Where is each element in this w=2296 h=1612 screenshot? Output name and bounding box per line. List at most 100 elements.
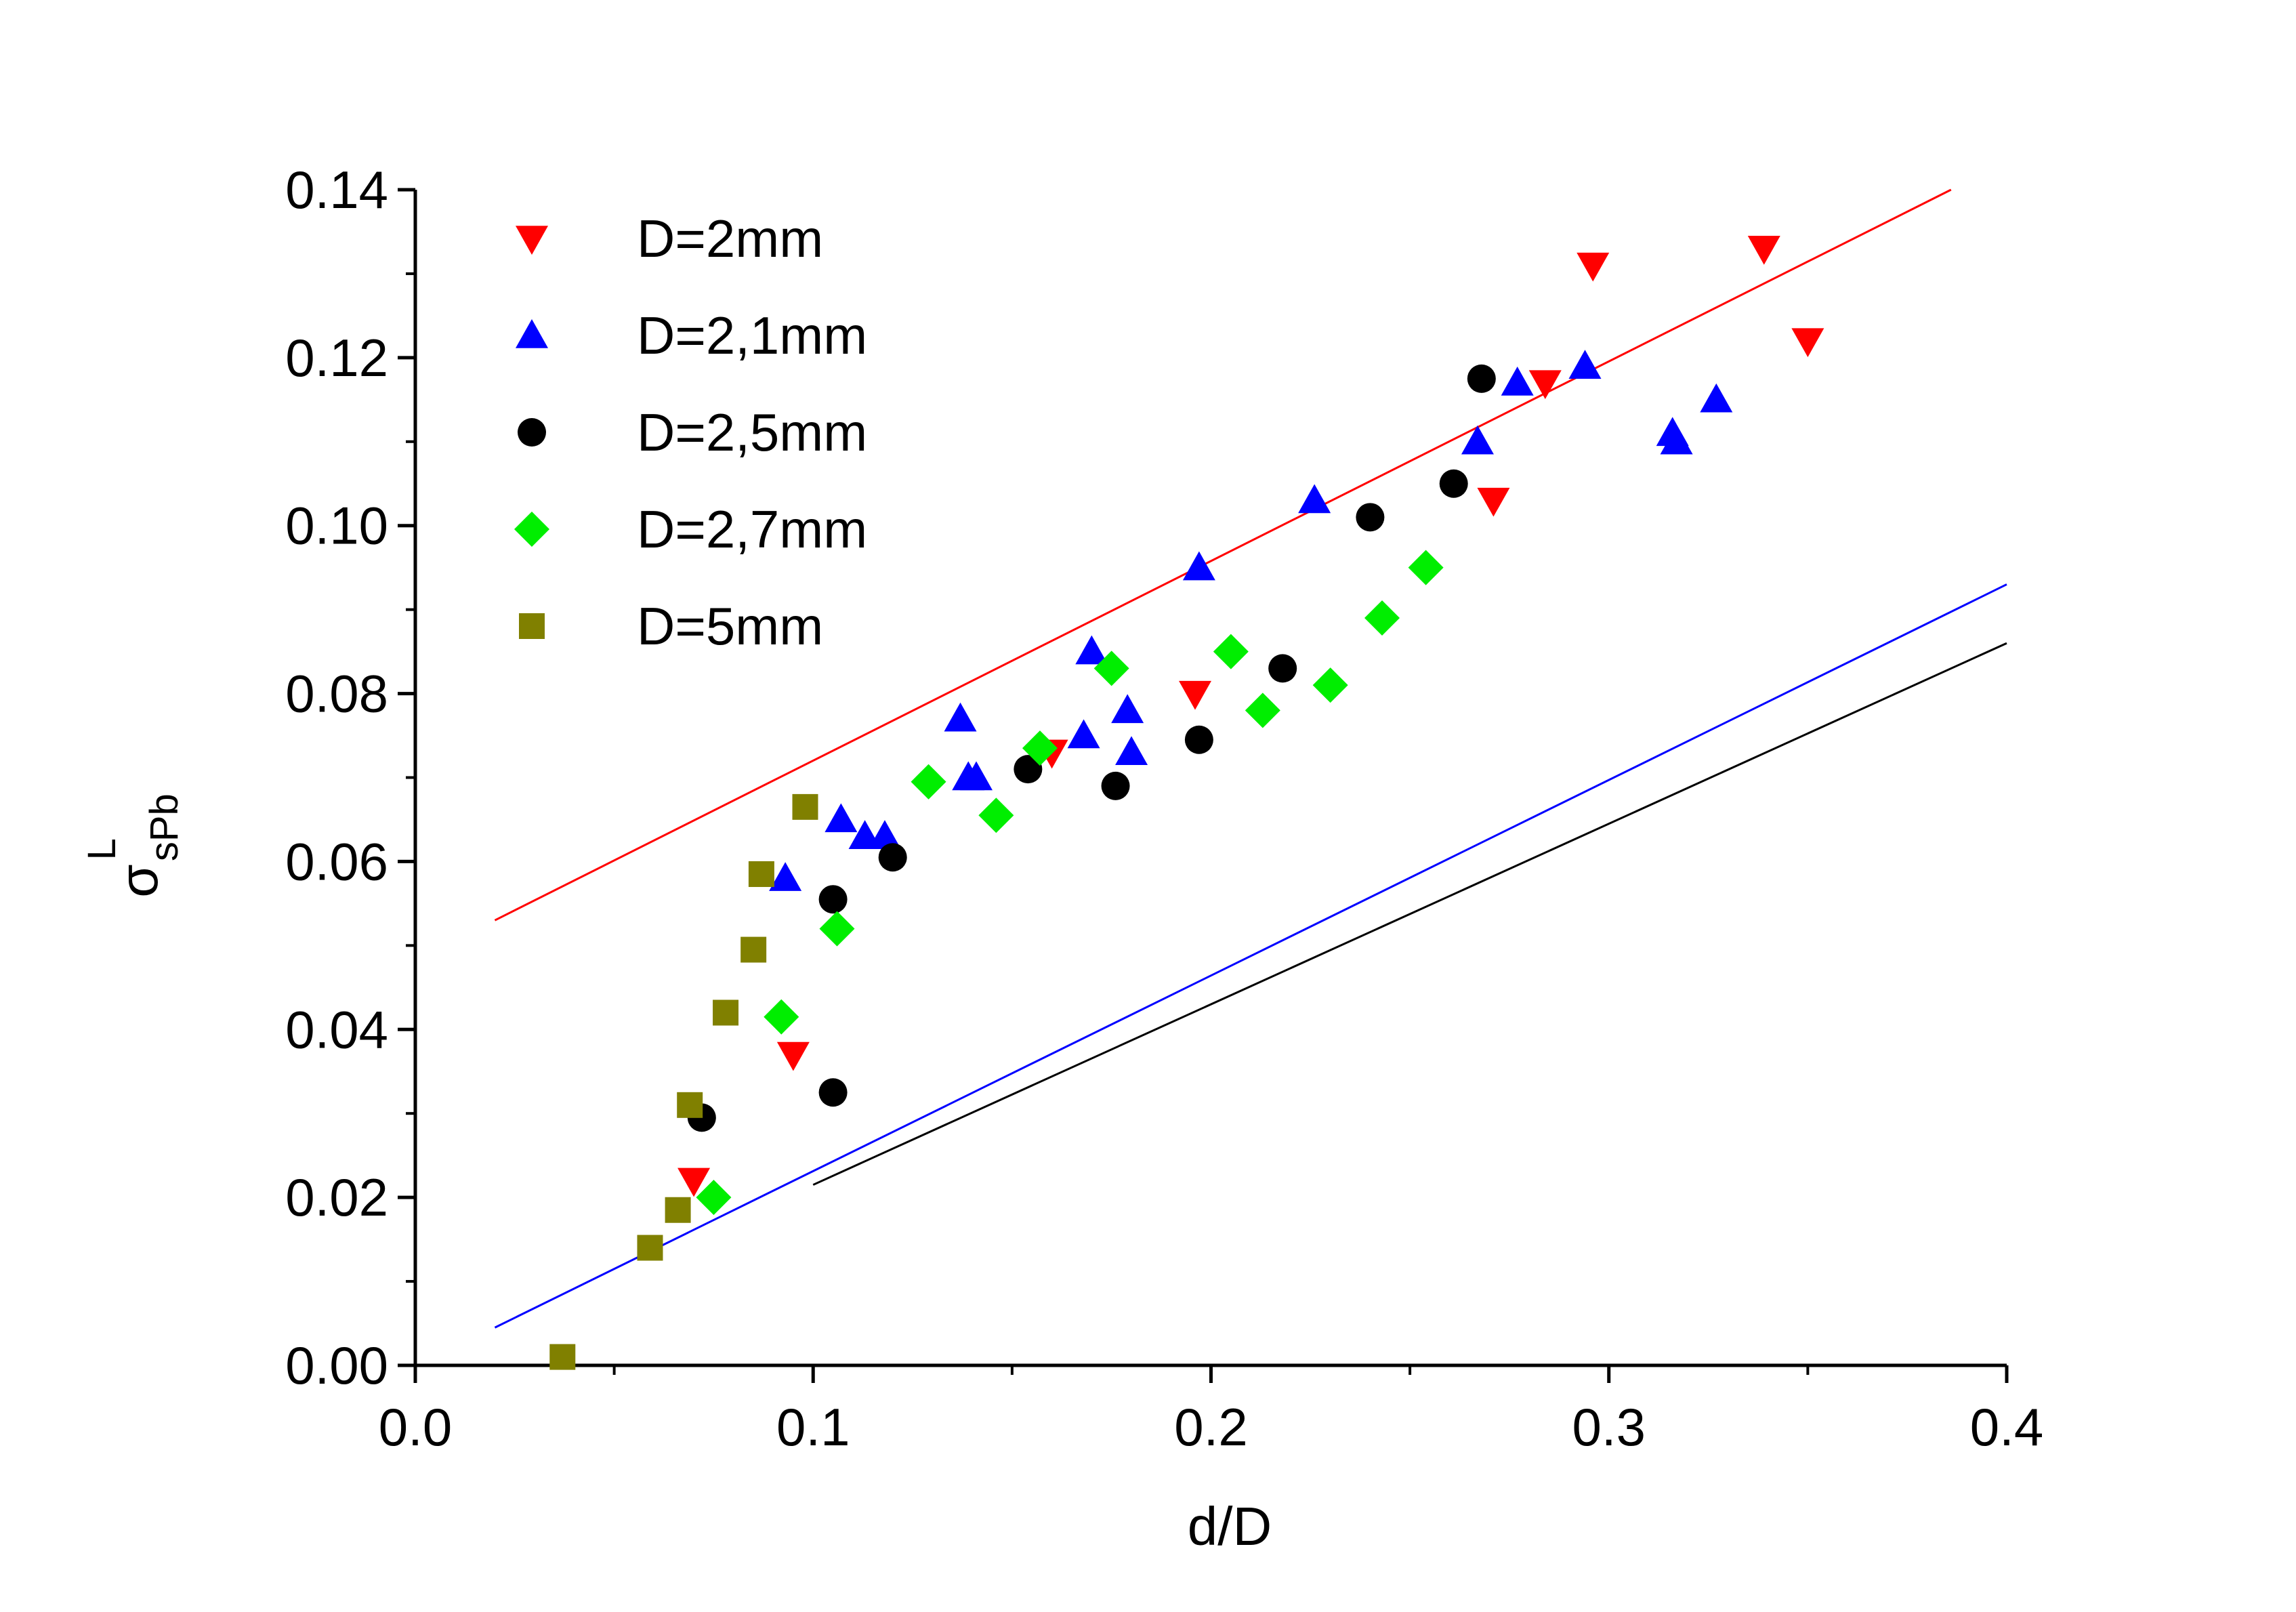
diamond-data-point bbox=[1093, 650, 1129, 686]
triangle-up-data-point bbox=[1111, 694, 1144, 724]
diamond-data-point bbox=[978, 798, 1014, 833]
legend-item: D=2,1mm bbox=[516, 306, 867, 365]
axes: 0.00 0.02 0.04 0.06 0.08 0.10 0.12 0.14 0.0 0.1 0.… bbox=[285, 160, 2043, 1457]
data-markers bbox=[549, 236, 1824, 1370]
series-diamond bbox=[696, 550, 1444, 1216]
triangle-up-data-point bbox=[1568, 350, 1602, 379]
y-tick-label: 0.14 bbox=[285, 160, 388, 220]
diamond-data-point bbox=[819, 911, 855, 947]
diamond-data-point bbox=[1312, 667, 1348, 703]
legend-label: D=2,5mm bbox=[637, 402, 867, 462]
diamond-data-point bbox=[1213, 634, 1249, 669]
legend-label: D=2,7mm bbox=[637, 499, 867, 559]
circle-data-point bbox=[1439, 469, 1468, 498]
red-fit-line bbox=[494, 188, 1952, 922]
y-axis-title-base: σ bbox=[108, 864, 169, 897]
circle-data-point bbox=[1014, 755, 1043, 784]
diamond-data-point bbox=[1022, 730, 1058, 766]
y-tick-label: 0.12 bbox=[285, 328, 388, 388]
y-axis-title: σL sPb bbox=[80, 793, 186, 898]
square-data-point bbox=[740, 936, 767, 963]
triangle-up-data-point bbox=[1115, 736, 1148, 766]
y-tick-label: 0.00 bbox=[285, 1336, 388, 1395]
triangle-up-data-point bbox=[1075, 635, 1108, 665]
triangle-up-data-point bbox=[1660, 425, 1693, 455]
triangle-up-data-point bbox=[960, 761, 993, 791]
legend-label: D=2,1mm bbox=[637, 306, 867, 365]
triangle-down-data-point bbox=[1179, 680, 1212, 710]
legend-diamond-marker bbox=[514, 512, 549, 547]
square-data-point bbox=[549, 1344, 576, 1370]
circle-data-point bbox=[818, 1078, 848, 1107]
triangle-up-data-point bbox=[1182, 551, 1215, 581]
triangle-down-data-point bbox=[1528, 370, 1562, 400]
triangle-up-data-point bbox=[1067, 719, 1100, 749]
legend-item: D=5mm bbox=[519, 596, 823, 656]
y-tick-label: 0.04 bbox=[285, 999, 388, 1059]
circle-data-point bbox=[1467, 364, 1496, 393]
legend-item: D=2mm bbox=[516, 209, 823, 268]
blue-fit-line bbox=[494, 583, 2007, 1329]
legend-label: D=5mm bbox=[637, 596, 823, 656]
triangle-up-data-point bbox=[944, 702, 977, 732]
x-tick-label: 0.2 bbox=[1174, 1397, 1247, 1457]
legend-item: D=2,7mm bbox=[514, 499, 867, 559]
circle-data-point bbox=[818, 885, 848, 914]
triangle-up-data-point bbox=[825, 803, 858, 833]
triangle-down-data-point bbox=[1477, 487, 1510, 517]
circle-data-point bbox=[1268, 654, 1297, 683]
y-tick-label: 0.06 bbox=[285, 831, 388, 891]
y-axis-title-subscript: sPb bbox=[142, 793, 186, 861]
series-triangle-down bbox=[677, 236, 1824, 1197]
triangle-up-data-point bbox=[769, 862, 802, 891]
x-tick-label: 0.4 bbox=[1970, 1397, 2043, 1457]
y-axis-title-superscript: L bbox=[80, 838, 124, 860]
series-square bbox=[549, 793, 818, 1370]
diamond-data-point bbox=[1408, 550, 1444, 585]
legend: D=2mm D=2,1mm D=2,5mm D=2,7mm D=5mm bbox=[514, 209, 867, 656]
diamond-data-point bbox=[1245, 693, 1280, 728]
circle-data-point bbox=[878, 843, 907, 872]
legend-triangle-up-marker bbox=[516, 319, 548, 348]
series-triangle-up bbox=[769, 350, 1733, 891]
triangle-up-data-point bbox=[1461, 425, 1494, 455]
legend-circle-marker bbox=[518, 418, 546, 447]
triangle-down-data-point bbox=[1747, 236, 1780, 265]
legend-triangle-down-marker bbox=[516, 226, 548, 255]
triangle-up-data-point bbox=[868, 820, 901, 849]
square-data-point bbox=[665, 1197, 691, 1223]
square-data-point bbox=[677, 1092, 703, 1118]
circle-data-point bbox=[1356, 503, 1385, 532]
x-axis-title: d/D bbox=[1188, 1496, 1272, 1556]
fit-lines bbox=[494, 188, 2007, 1329]
y-tick-label: 0.10 bbox=[285, 496, 388, 556]
black-fit-line bbox=[812, 642, 2007, 1186]
x-tick-label: 0.1 bbox=[776, 1397, 850, 1457]
legend-square-marker bbox=[519, 613, 545, 639]
triangle-down-data-point bbox=[1577, 252, 1610, 282]
x-tick-label: 0.0 bbox=[379, 1397, 452, 1457]
y-tick-label: 0.02 bbox=[285, 1167, 388, 1227]
square-data-point bbox=[748, 861, 774, 888]
y-tick-label: 0.08 bbox=[285, 664, 388, 724]
triangle-down-data-point bbox=[677, 1167, 711, 1197]
square-data-point bbox=[713, 999, 739, 1026]
triangle-down-data-point bbox=[1791, 328, 1824, 358]
square-data-point bbox=[637, 1235, 663, 1261]
triangle-down-data-point bbox=[776, 1041, 810, 1071]
diamond-data-point bbox=[1364, 600, 1400, 636]
x-tick-label: 0.3 bbox=[1572, 1397, 1646, 1457]
triangle-up-data-point bbox=[1501, 367, 1534, 396]
series-circle bbox=[687, 364, 1496, 1132]
legend-label: D=2mm bbox=[637, 209, 823, 268]
square-data-point bbox=[792, 793, 818, 820]
diamond-data-point bbox=[911, 764, 946, 800]
circle-data-point bbox=[1101, 771, 1130, 800]
diamond-data-point bbox=[696, 1180, 732, 1216]
circle-data-point bbox=[1184, 725, 1213, 754]
triangle-up-data-point bbox=[1298, 484, 1331, 514]
diamond-data-point bbox=[764, 999, 799, 1035]
